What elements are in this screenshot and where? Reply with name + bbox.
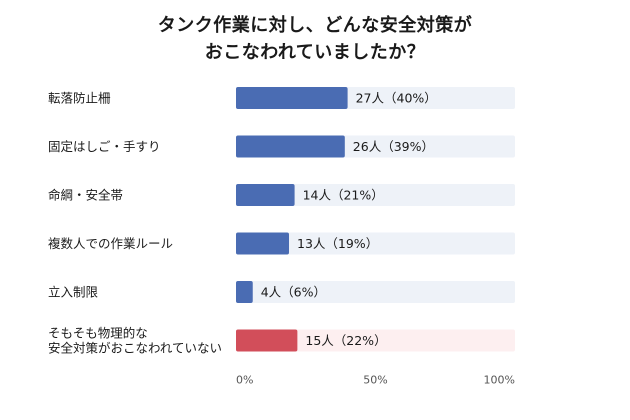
bar-3 [236,232,290,255]
category-label-1: 固定はしご・手すり [48,139,161,154]
x-tick-label-1: 50% [363,374,387,387]
value-label-4: 4人（6%） [261,285,326,300]
chart-title-line-2: おこなわれていましたか？ [204,42,426,63]
value-label-1: 26人（39%） [353,139,434,154]
category-label-5-0: そもそも物理的な [48,326,148,341]
category-label-3: 複数人での作業ルール [48,236,173,251]
category-label-5-1: 安全対策がおこなわれていない [48,341,222,356]
category-label-0: 転落防止柵 [48,91,111,106]
bar-0 [236,87,348,109]
x-tick-label-2: 100% [484,374,515,387]
bar-track-4 [236,281,515,303]
category-label-2: 命綱・安全帯 [48,188,123,203]
bar-4 [236,281,253,303]
category-label-4: 立入制限 [48,285,99,300]
value-label-3: 13人（19%） [297,236,378,251]
x-tick-label-0: 0% [236,374,253,387]
bar-highlight [236,329,298,352]
bar-2 [236,184,295,206]
value-label-5: 15人（22%） [305,333,386,348]
chart-title-line-1: タンク作業に対し、どんな安全対策が [157,15,473,36]
bar-track-5 [236,329,515,352]
bar-1 [236,135,345,158]
chart-title: タンク作業に対し、どんな安全対策が おこなわれていましたか？ [0,12,630,66]
bar-track-3 [236,232,515,255]
value-label-2: 14人（21%） [303,188,384,203]
value-label-0: 27人（40%） [356,91,437,106]
bar-track-2 [236,184,515,206]
